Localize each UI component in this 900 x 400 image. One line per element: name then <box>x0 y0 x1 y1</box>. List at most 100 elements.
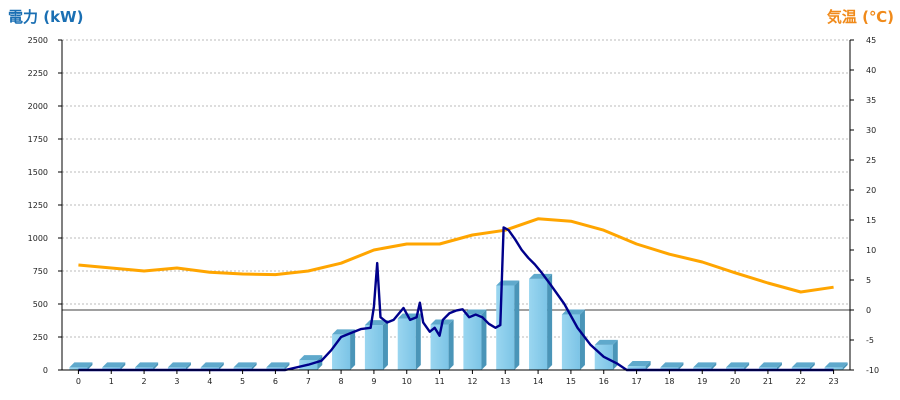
bar-top <box>69 362 93 368</box>
x-tick-label: 7 <box>306 377 311 386</box>
bar-top <box>627 361 651 367</box>
left-tick-label: 1000 <box>28 234 48 243</box>
x-tick-label: 0 <box>76 377 81 386</box>
bar-top <box>824 362 848 368</box>
bar-front <box>791 367 810 370</box>
bar-side <box>645 361 651 370</box>
bar-top <box>463 309 487 315</box>
right-tick-label: 25 <box>866 156 876 165</box>
bar <box>102 362 126 370</box>
x-tick-label: 12 <box>467 377 477 386</box>
bar <box>791 362 815 370</box>
x-tick-label: 16 <box>599 377 609 386</box>
right-tick-label: 15 <box>866 216 876 225</box>
bar-side <box>415 313 421 370</box>
bar-front <box>69 367 88 370</box>
bar-side <box>317 355 323 370</box>
bar-side <box>547 273 553 370</box>
bar-top <box>594 339 618 345</box>
bar <box>463 309 487 370</box>
bar-side <box>481 309 487 370</box>
bar-top <box>758 362 782 368</box>
right-tick-label: 40 <box>866 66 876 75</box>
bar-front <box>529 278 548 370</box>
bar <box>167 362 191 370</box>
right-tick-label: 20 <box>866 186 876 195</box>
x-tick-label: 11 <box>434 377 444 386</box>
bar-front <box>758 367 777 370</box>
bar-front <box>693 367 712 370</box>
bar-front <box>463 314 482 370</box>
bar-front <box>135 367 154 370</box>
bar-side <box>448 319 454 370</box>
bar-front <box>364 325 383 370</box>
bar-side <box>185 362 191 370</box>
x-tick-label: 3 <box>174 377 179 386</box>
x-tick-label: 13 <box>500 377 510 386</box>
grid-layer <box>62 39 850 338</box>
bar-side <box>218 362 224 370</box>
bar-side <box>678 362 684 370</box>
left-tick-label: 1500 <box>28 168 48 177</box>
bar <box>693 362 717 370</box>
bar <box>627 361 651 370</box>
left-tick-label: 2500 <box>28 36 48 45</box>
bar-side <box>612 339 618 370</box>
power-line <box>78 226 834 372</box>
bar <box>529 273 553 370</box>
bar-top <box>233 362 257 368</box>
bar <box>430 319 454 370</box>
bar-side <box>120 362 126 370</box>
axes: 02505007501000125015001750200022502500-1… <box>28 36 879 386</box>
right-tick-label: -5 <box>866 336 874 345</box>
bar <box>200 362 224 370</box>
bar-side <box>382 320 388 370</box>
bar <box>594 339 618 370</box>
bar-front <box>332 334 351 370</box>
x-tick-label: 9 <box>371 377 376 386</box>
bar-front <box>627 366 646 370</box>
bar-front <box>102 367 121 370</box>
x-tick-label: 6 <box>273 377 278 386</box>
bar-front <box>824 367 843 370</box>
bar-top <box>200 362 224 368</box>
bar-top <box>299 355 323 361</box>
bar <box>561 309 585 370</box>
bar-front <box>266 367 285 370</box>
x-tick-label: 17 <box>631 377 641 386</box>
bar-top <box>791 362 815 368</box>
left-tick-label: 500 <box>33 300 48 309</box>
bar-side <box>350 329 356 370</box>
left-tick-label: 250 <box>33 333 48 342</box>
left-tick-label: 2250 <box>28 69 48 78</box>
bar-top <box>660 362 684 368</box>
x-tick-label: 4 <box>207 377 212 386</box>
x-tick-label: 20 <box>730 377 740 386</box>
bar <box>824 362 848 370</box>
bar-side <box>579 309 585 370</box>
x-tick-label: 14 <box>533 377 543 386</box>
bar-front <box>726 367 745 370</box>
left-tick-label: 2000 <box>28 102 48 111</box>
right-tick-label: 0 <box>866 306 871 315</box>
bar-side <box>842 362 848 370</box>
x-tick-label: 18 <box>664 377 674 386</box>
bar-front <box>496 285 515 370</box>
power-bars <box>69 273 848 370</box>
bar-top <box>135 362 159 368</box>
right-tick-label: 35 <box>866 96 876 105</box>
bar-top <box>167 362 191 368</box>
bar-top <box>266 362 290 368</box>
x-tick-label: 23 <box>828 377 838 386</box>
x-tick-label: 15 <box>566 377 576 386</box>
bar-side <box>809 362 815 370</box>
right-axis-title: 気温 (℃) <box>826 8 894 26</box>
bar <box>135 362 159 370</box>
bar-top <box>726 362 750 368</box>
bar-front <box>233 367 252 370</box>
right-tick-label: 30 <box>866 126 876 135</box>
bar-side <box>776 362 782 370</box>
x-tick-label: 19 <box>697 377 707 386</box>
bar-side <box>87 362 93 370</box>
